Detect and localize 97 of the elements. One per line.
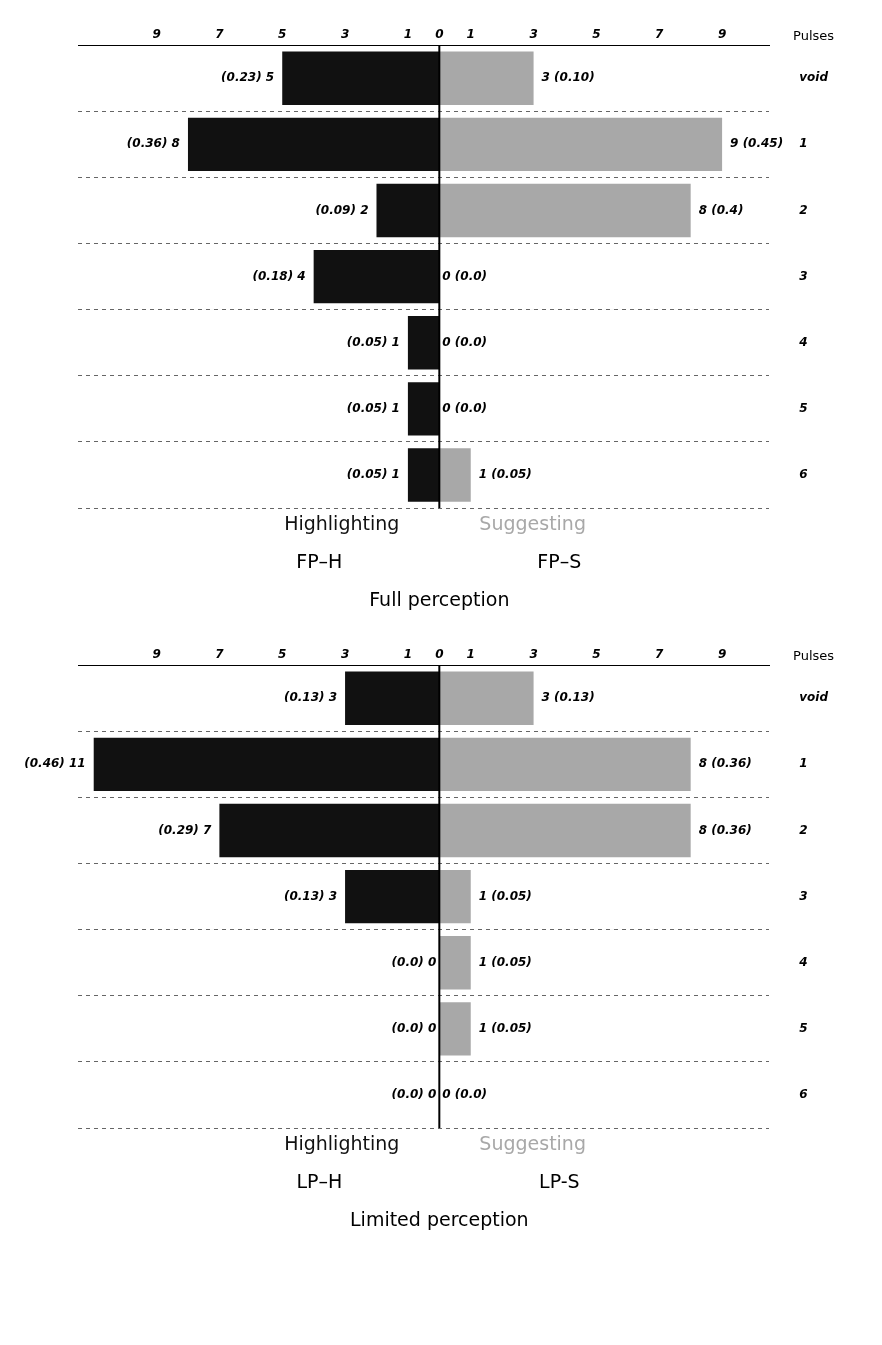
- bar: [439, 1002, 471, 1056]
- x-tick-label: 9: [152, 647, 161, 662]
- series-label: Highlighting: [284, 512, 400, 535]
- data-label: (0.13) 3: [283, 888, 338, 903]
- data-label: 1 (0.05): [478, 467, 532, 482]
- data-label: (0.0) 0: [391, 1087, 437, 1102]
- x-tick-label: 7: [655, 647, 665, 662]
- data-label: 0 (0.0): [442, 400, 488, 415]
- x-tick-label: 0: [435, 647, 444, 662]
- text: Highlighting: [284, 1132, 400, 1155]
- data-label: (0.36) 8: [126, 136, 180, 151]
- data-label: 8 (0.36): [698, 822, 752, 837]
- bar: [345, 671, 440, 725]
- data-label: 8 (0.4): [698, 202, 744, 217]
- data-label: (0.23) 5: [221, 70, 275, 85]
- x-axis-title: Full perception: [369, 588, 510, 611]
- x-axis-title: Limited perception: [350, 1208, 529, 1231]
- x-tick-label: 5: [592, 647, 601, 662]
- data-label: (0.29) 7: [158, 822, 213, 837]
- data-label: (0.0) 0: [391, 1020, 437, 1035]
- bar: [439, 448, 471, 502]
- y-tick-label: 4: [798, 954, 808, 969]
- data-label: 3 (0.10): [541, 70, 595, 85]
- bar: [345, 869, 440, 924]
- data-label: 1 (0.05): [478, 1020, 532, 1035]
- bar: [282, 51, 440, 105]
- bar: [407, 448, 440, 502]
- bar: [439, 869, 471, 924]
- data-label: 9 (0.45): [730, 136, 784, 151]
- data-label: 8 (0.36): [698, 756, 752, 771]
- x-tick-label: 5: [592, 27, 601, 42]
- x-tick-label: 9: [717, 27, 727, 42]
- bar: [439, 671, 534, 725]
- y-tick-label: void: [799, 690, 829, 705]
- data-label: 3 (0.13): [541, 690, 595, 705]
- bar: [376, 183, 440, 238]
- data-label: (0.05) 1: [346, 334, 400, 349]
- data-label: 1 (0.05): [478, 888, 532, 903]
- data-label: (0.46) 11: [24, 756, 86, 771]
- x-tick-label: 7: [215, 27, 225, 42]
- x-tick-label: 5: [278, 27, 287, 42]
- y-tick-label: 2: [799, 822, 808, 837]
- x-tick-label: 1: [403, 27, 413, 42]
- bar: [439, 936, 471, 990]
- x-tick-label: 1: [466, 27, 475, 42]
- data-label: (0.05) 1: [346, 400, 400, 415]
- data-label: (0.13) 3: [283, 690, 338, 705]
- y-tick-label: 1: [799, 136, 808, 151]
- text: LP-S: [539, 1170, 580, 1193]
- bar: [313, 249, 440, 304]
- x-tick-label: 3: [340, 647, 350, 662]
- data-label: 0 (0.0): [442, 268, 488, 283]
- y-tick-label: 6: [799, 1087, 808, 1102]
- y-tick-label: 5: [799, 1020, 808, 1035]
- x-tick-label: 9: [717, 647, 727, 662]
- bar: [439, 737, 691, 792]
- bar: [439, 51, 534, 105]
- y-tick-label: 4: [798, 334, 808, 349]
- series-label: Suggesting: [479, 512, 586, 535]
- x-tick-label: 0: [435, 27, 444, 42]
- y-axis-title: Pulses: [793, 648, 835, 664]
- x-tick-label: 3: [529, 647, 538, 662]
- data-label: (0.05) 1: [346, 467, 400, 482]
- data-label: 1 (0.05): [478, 954, 532, 969]
- x-tick-label: 9: [152, 27, 161, 42]
- bar: [407, 316, 440, 370]
- y-tick-label: 3: [799, 268, 808, 283]
- y-axis-title: Pulses: [793, 28, 835, 44]
- bar: [187, 117, 440, 172]
- data-label: (0.18) 4: [252, 268, 306, 283]
- data-label: 0 (0.0): [442, 334, 488, 349]
- x-tick-label: 7: [655, 27, 665, 42]
- data-label: (0.09) 2: [315, 202, 369, 217]
- x-tick-label: 7: [215, 647, 225, 662]
- y-tick-label: 1: [799, 756, 808, 771]
- x-tick-label: 1: [466, 647, 475, 662]
- text: Suggesting: [479, 1132, 586, 1155]
- y-tick-label: 3: [799, 888, 808, 903]
- x-tick-label: 3: [529, 27, 538, 42]
- bar: [439, 117, 723, 172]
- bar: [219, 803, 440, 858]
- text: FP–S: [537, 550, 582, 573]
- data-label: (0.0) 0: [391, 954, 437, 969]
- y-tick-label: 6: [799, 467, 808, 482]
- y-tick-label: 5: [799, 400, 808, 415]
- y-tick-label: 2: [799, 202, 808, 217]
- x-tick-label: 1: [403, 647, 413, 662]
- y-tick-label: void: [799, 70, 829, 85]
- bar: [407, 382, 440, 436]
- text: FP–H: [296, 550, 343, 573]
- x-tick-label: 3: [340, 27, 350, 42]
- text: LP–H: [296, 1170, 343, 1193]
- data-label: 0 (0.0): [442, 1087, 488, 1102]
- bar: [439, 803, 691, 858]
- bar: [439, 183, 691, 238]
- bar: [93, 737, 440, 792]
- x-tick-label: 5: [278, 647, 287, 662]
